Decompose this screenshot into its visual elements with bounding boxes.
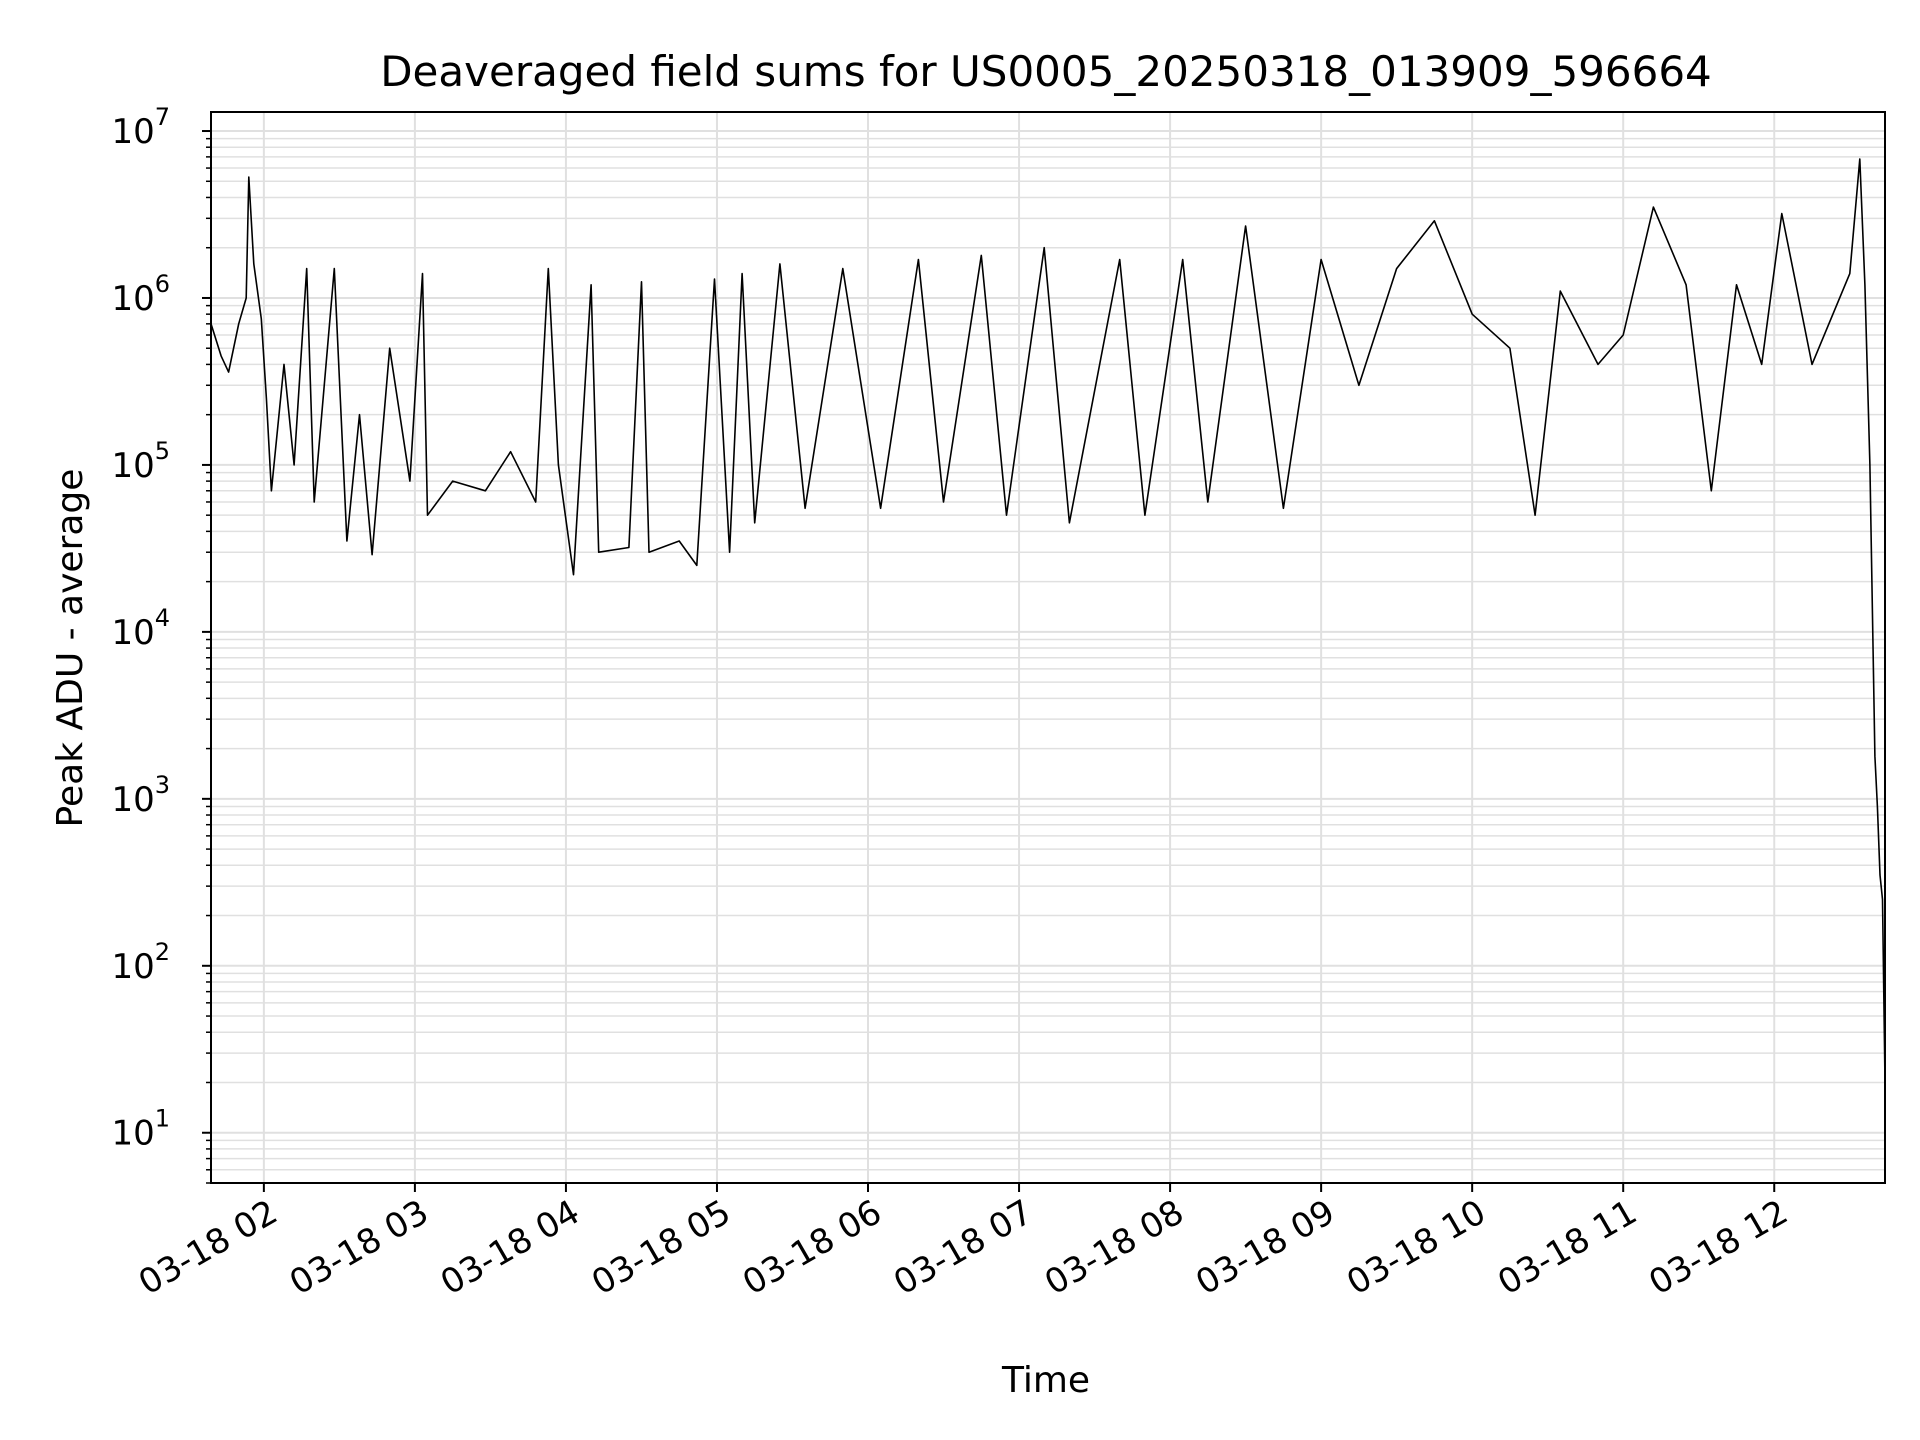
y-axis: 101 102 103 104 105 106 107 [111, 103, 211, 1184]
y-tick-label: 106 [111, 270, 170, 319]
y-tick-label: 107 [111, 103, 170, 152]
y-tick-label: 105 [111, 437, 170, 486]
plot-area [210, 158, 1886, 1083]
y-tick-label: 101 [111, 1105, 170, 1154]
y-tick-label: 104 [111, 604, 170, 653]
grid [211, 112, 1885, 1184]
y-tick-label: 103 [111, 771, 170, 820]
x-axis-label: Time [1001, 1360, 1090, 1401]
series-line [210, 158, 1886, 1083]
y-tick-label: 102 [111, 938, 170, 987]
y-axis-label: Peak ADU - average [50, 469, 91, 828]
chart-title: Deaveraged field sums for US0005_2025031… [380, 47, 1712, 96]
